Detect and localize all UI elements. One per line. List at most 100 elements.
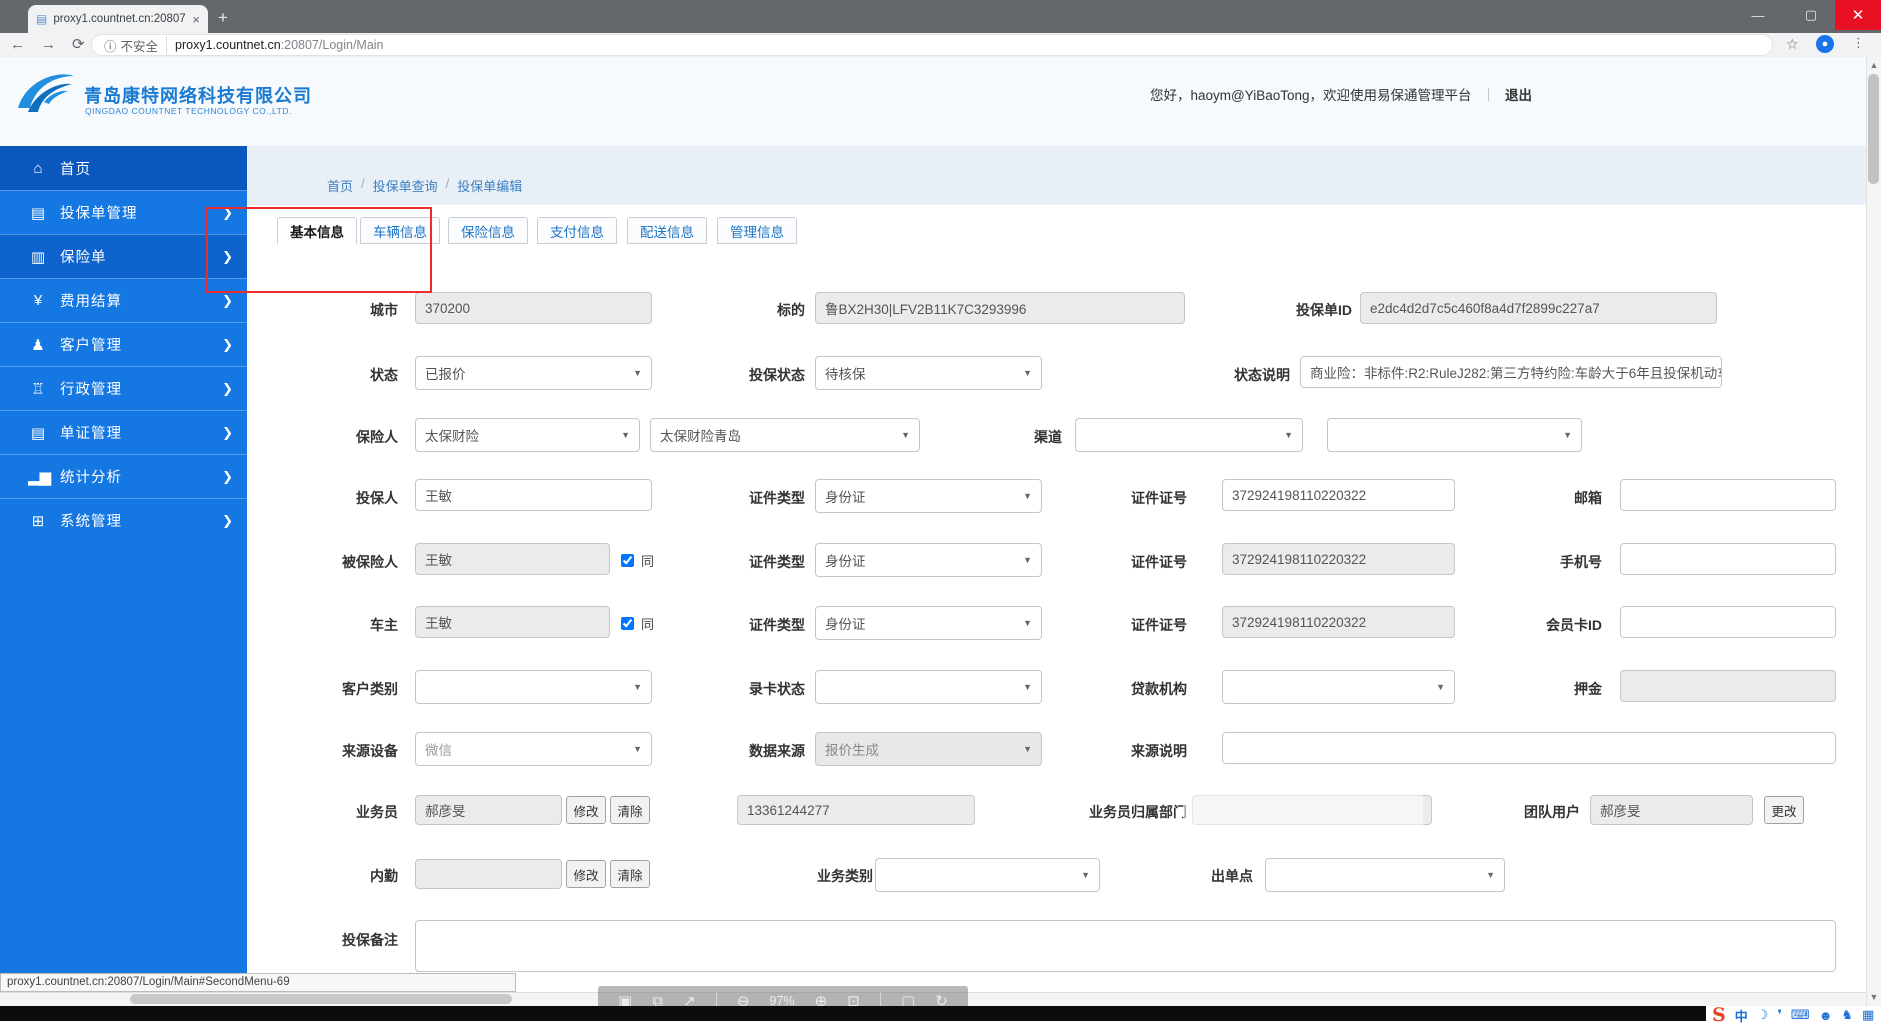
- zoom-in-icon[interactable]: ⊕: [814, 993, 828, 1010]
- back-icon[interactable]: ←: [10, 35, 25, 53]
- status-select[interactable]: 已报价 ▼: [415, 356, 652, 390]
- salesman-modify-button[interactable]: 修改: [566, 796, 606, 824]
- tab-vehicle-info[interactable]: 车辆信息: [360, 217, 440, 244]
- source-device-select[interactable]: 微信 ▼: [415, 732, 652, 766]
- insure-status-label: 投保状态: [749, 367, 805, 383]
- window-close-button[interactable]: ✕: [1835, 0, 1881, 30]
- status-note-label: 状态说明: [1234, 367, 1290, 383]
- window-minimize-button[interactable]: —: [1751, 7, 1765, 23]
- forward-icon[interactable]: →: [41, 35, 56, 53]
- money-icon: ¥: [33, 292, 43, 309]
- actual-size-icon[interactable]: ⊡: [847, 993, 860, 1010]
- breadcrumb-query[interactable]: 投保单查询: [372, 179, 438, 194]
- insurer-select[interactable]: 太保财险 ▼: [415, 418, 640, 452]
- horizontal-scrollbar-thumb[interactable]: [130, 994, 512, 1004]
- info-icon[interactable]: ⓘ: [104, 39, 117, 54]
- tab-basic-info[interactable]: 基本信息: [277, 217, 357, 244]
- vertical-scrollbar[interactable]: [1866, 57, 1881, 1006]
- card-status-select[interactable]: ▼: [815, 670, 1042, 704]
- tab-insurance-info[interactable]: 保险信息: [448, 217, 528, 244]
- email-field[interactable]: [1620, 479, 1836, 511]
- remark-textarea[interactable]: [415, 920, 1836, 972]
- ime-face-icon[interactable]: ☻: [1818, 1007, 1833, 1023]
- ime-keyboard-icon[interactable]: ⌨: [1790, 1007, 1810, 1022]
- profile-avatar[interactable]: ●: [1816, 35, 1834, 53]
- sidebar-item-doc-mgmt[interactable]: ▤ 单证管理 ❯: [0, 410, 247, 454]
- rotate-icon[interactable]: ↻: [935, 993, 948, 1010]
- export-window-icon[interactable]: ⧉: [652, 992, 664, 1010]
- cert-type-select-2[interactable]: 身份证 ▼: [815, 543, 1042, 577]
- loan-org-label: 贷款机构: [1131, 681, 1187, 697]
- insure-status-select[interactable]: 待核保 ▼: [815, 356, 1042, 390]
- crop-icon[interactable]: ▢: [901, 993, 916, 1010]
- sidebar-item-home[interactable]: ⌂ 首页: [0, 146, 247, 190]
- ime-punct-icon[interactable]: ❜: [1777, 1007, 1782, 1022]
- team-user-change-button[interactable]: 更改: [1764, 796, 1804, 824]
- window-maximize-button[interactable]: ▢: [1804, 7, 1818, 22]
- tab-close-icon[interactable]: ×: [192, 11, 200, 27]
- source-note-field[interactable]: [1222, 732, 1836, 764]
- tab-delivery-info[interactable]: 配送信息: [627, 217, 707, 244]
- issue-point-select[interactable]: ▼: [1265, 858, 1505, 892]
- office-modify-button[interactable]: 修改: [566, 860, 606, 888]
- sidebar-item-admin-mgmt[interactable]: ♖ 行政管理 ❯: [0, 366, 247, 410]
- biz-type-label: 业务类别: [817, 868, 873, 884]
- breadcrumb-home[interactable]: 首页: [327, 179, 354, 194]
- insured-same-checkbox[interactable]: [621, 554, 634, 567]
- ime-moon-icon[interactable]: ☽: [1756, 1007, 1769, 1022]
- deposit-field: [1620, 670, 1836, 702]
- customer-type-label: 客户类别: [342, 681, 398, 697]
- loan-org-select[interactable]: ▼: [1222, 670, 1455, 704]
- owner-same-checkbox-group[interactable]: 同: [617, 614, 654, 633]
- browser-tab-strip: [0, 0, 1881, 33]
- sidebar-item-policy-mgmt[interactable]: ▤ 投保单管理 ❯: [0, 190, 247, 234]
- reload-icon[interactable]: ⟳: [72, 36, 85, 53]
- cert-type-label: 证件类型: [749, 490, 805, 506]
- ime-person-icon[interactable]: ♞: [1841, 1007, 1854, 1022]
- customer-type-select[interactable]: ▼: [415, 670, 652, 704]
- ime-lang-icon[interactable]: 中: [1734, 1008, 1748, 1024]
- tab-management-info[interactable]: 管理信息: [717, 217, 797, 244]
- status-note-field[interactable]: 商业险：非标件:R2:RuleJ282:第三方特约险:车龄大于6年且投保机动车损…: [1300, 356, 1722, 388]
- member-id-field[interactable]: [1620, 606, 1836, 638]
- scroll-up-arrow[interactable]: ▲: [1869, 60, 1879, 70]
- cert-type-select[interactable]: 身份证 ▼: [815, 479, 1042, 513]
- address-bar[interactable]: ⓘ 不安全 proxy1.countnet.cn :20807/Login/Ma…: [92, 35, 1772, 55]
- channel-select-1[interactable]: ▼: [1075, 418, 1303, 452]
- site-header: [0, 57, 1881, 147]
- sidebar-item-customer-mgmt[interactable]: ♟ 客户管理 ❯: [0, 322, 247, 366]
- channel-select-2[interactable]: ▼: [1327, 418, 1582, 452]
- team-user-label: 团队用户: [1524, 804, 1580, 820]
- mobile-field[interactable]: [1620, 543, 1836, 575]
- sidebar-item-system-mgmt[interactable]: ⊞ 系统管理 ❯: [0, 498, 247, 542]
- sidebar-item-insurance-policy[interactable]: ▥ 保险单 ❯: [0, 234, 247, 278]
- document-icon: ▥: [30, 248, 46, 266]
- save-icon[interactable]: ▣: [618, 993, 633, 1010]
- new-tab-button[interactable]: +: [218, 8, 228, 27]
- browser-menu-icon[interactable]: ⋮: [1852, 35, 1865, 50]
- ime-toolbar[interactable]: S 中 ☽ ❜ ⌨ ☻ ♞ ▦: [1712, 1004, 1875, 1026]
- browser-tab[interactable]: ▤ proxy1.countnet.cn:20807/Log ×: [28, 5, 208, 33]
- tab-payment-info[interactable]: 支付信息: [537, 217, 617, 244]
- cert-no-field[interactable]: 372924198110220322: [1222, 479, 1455, 511]
- logout-link[interactable]: 退出: [1505, 88, 1532, 103]
- office-clear-button[interactable]: 清除: [610, 860, 650, 888]
- cert-no-field-2: 372924198110220322: [1222, 543, 1455, 575]
- ime-skin-icon[interactable]: ▦: [1862, 1007, 1875, 1022]
- owner-same-checkbox[interactable]: [621, 617, 634, 630]
- bookmark-star-icon[interactable]: ☆: [1786, 36, 1799, 52]
- sidebar-item-fee-settlement[interactable]: ¥ 费用结算 ❯: [0, 278, 247, 322]
- users-icon: ♟: [31, 336, 45, 354]
- applicant-field[interactable]: 王敏: [415, 479, 652, 511]
- insured-same-checkbox-group[interactable]: 同: [617, 551, 654, 570]
- cert-type-select-3[interactable]: 身份证 ▼: [815, 606, 1042, 640]
- scroll-down-arrow[interactable]: ▼: [1869, 992, 1879, 1002]
- vertical-scrollbar-thumb[interactable]: [1868, 74, 1879, 184]
- share-icon[interactable]: ↗: [683, 993, 696, 1010]
- insurer-branch-select[interactable]: 太保财险青岛 ▼: [650, 418, 920, 452]
- biz-type-select[interactable]: ▼: [875, 858, 1100, 892]
- zoom-out-icon[interactable]: ⊖: [736, 993, 750, 1010]
- salesman-clear-button[interactable]: 清除: [610, 796, 650, 824]
- sidebar-item-statistics[interactable]: ▂▆ 统计分析 ❯: [0, 454, 247, 498]
- sogou-logo-icon[interactable]: S: [1712, 1004, 1726, 1026]
